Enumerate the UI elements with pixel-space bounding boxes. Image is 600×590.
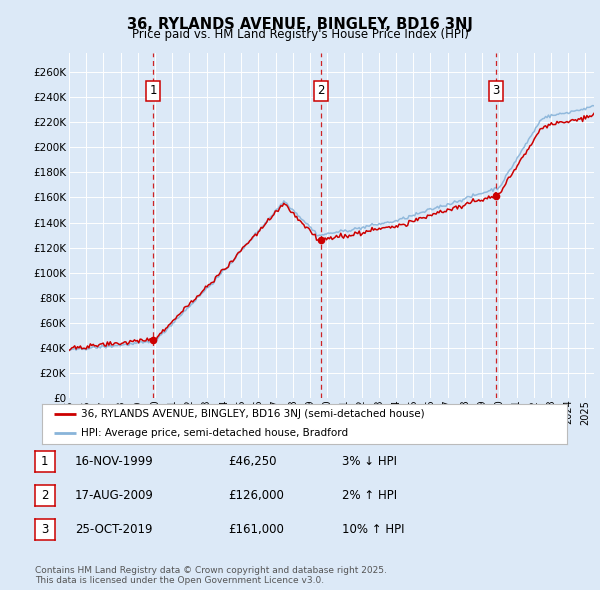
Text: 3% ↓ HPI: 3% ↓ HPI [342, 455, 397, 468]
Text: 10% ↑ HPI: 10% ↑ HPI [342, 523, 404, 536]
Text: 36, RYLANDS AVENUE, BINGLEY, BD16 3NJ: 36, RYLANDS AVENUE, BINGLEY, BD16 3NJ [127, 17, 473, 31]
Text: £161,000: £161,000 [228, 523, 284, 536]
Text: 2: 2 [41, 489, 49, 502]
Text: £46,250: £46,250 [228, 455, 277, 468]
Text: 36, RYLANDS AVENUE, BINGLEY, BD16 3NJ (semi-detached house): 36, RYLANDS AVENUE, BINGLEY, BD16 3NJ (s… [82, 409, 425, 419]
Text: HPI: Average price, semi-detached house, Bradford: HPI: Average price, semi-detached house,… [82, 428, 349, 438]
Text: Price paid vs. HM Land Registry's House Price Index (HPI): Price paid vs. HM Land Registry's House … [131, 28, 469, 41]
Text: Contains HM Land Registry data © Crown copyright and database right 2025.
This d: Contains HM Land Registry data © Crown c… [35, 566, 386, 585]
Text: 2% ↑ HPI: 2% ↑ HPI [342, 489, 397, 502]
Text: 2: 2 [317, 84, 325, 97]
Text: 3: 3 [493, 84, 500, 97]
Text: £126,000: £126,000 [228, 489, 284, 502]
Text: 3: 3 [41, 523, 49, 536]
Text: 25-OCT-2019: 25-OCT-2019 [75, 523, 152, 536]
Text: 16-NOV-1999: 16-NOV-1999 [75, 455, 154, 468]
Text: 1: 1 [149, 84, 157, 97]
Text: 17-AUG-2009: 17-AUG-2009 [75, 489, 154, 502]
Text: 1: 1 [41, 455, 49, 468]
